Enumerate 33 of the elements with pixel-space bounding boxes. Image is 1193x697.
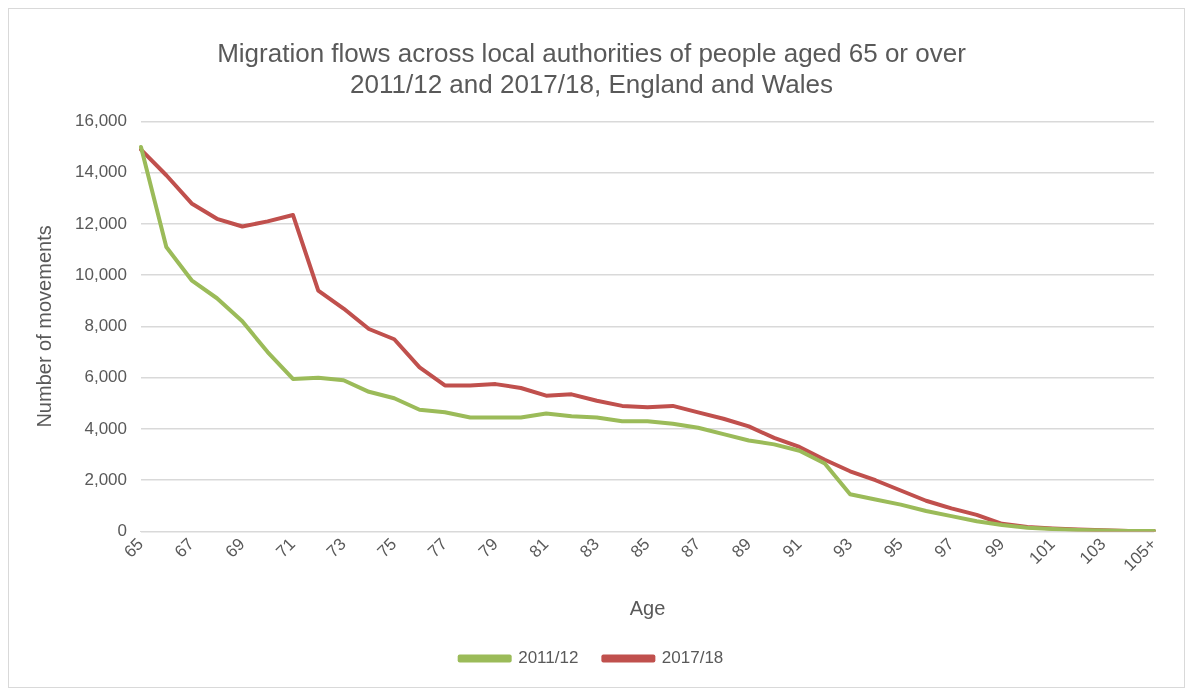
legend-label: 2017/18 <box>661 648 724 668</box>
x-axis-title: Age <box>629 596 666 619</box>
y-tick-label: 12,000 <box>75 213 127 233</box>
y-tick-label: 8,000 <box>84 316 127 336</box>
x-tick-label: 67 <box>170 534 198 562</box>
x-tick-label: 87 <box>677 534 705 562</box>
x-tick-label: 79 <box>474 534 502 562</box>
x-tick-label: 73 <box>322 534 350 562</box>
x-tick-label: 77 <box>424 534 452 562</box>
x-tick-label: 71 <box>272 534 300 562</box>
chart-title: Migration flows across local authorities of people aged 65 or over 2011/12 and 2017/18, England and Wales <box>217 37 967 99</box>
x-tick-label: 89 <box>728 534 755 562</box>
y-tick-label: 6,000 <box>84 367 127 387</box>
x-tick-label: 101 <box>1025 534 1059 568</box>
y-tick-label: 2,000 <box>84 469 127 489</box>
y-axis-title: Number of movements <box>32 225 55 428</box>
y-tick-label: 16,000 <box>75 111 127 131</box>
legend-label: 2011/12 <box>518 648 579 668</box>
y-tick-label: 4,000 <box>84 418 127 438</box>
x-tick-label: 69 <box>221 534 249 562</box>
x-tick-label: 83 <box>576 534 603 562</box>
x-tick-label: 91 <box>778 534 806 562</box>
x-tick-label: 85 <box>626 534 654 562</box>
x-tick-label: 97 <box>930 534 958 562</box>
y-tick-label: 0 <box>117 521 127 541</box>
x-tick-label: 75 <box>373 534 401 562</box>
y-tick-label: 14,000 <box>75 162 127 182</box>
y-tick-label: 10,000 <box>75 264 127 284</box>
x-tick-label: 81 <box>525 534 553 562</box>
x-tick-label: 93 <box>829 534 857 562</box>
x-tick-label: 103 <box>1075 534 1110 568</box>
x-tick-label: 99 <box>981 534 1009 562</box>
x-tick-label: 95 <box>880 534 907 562</box>
